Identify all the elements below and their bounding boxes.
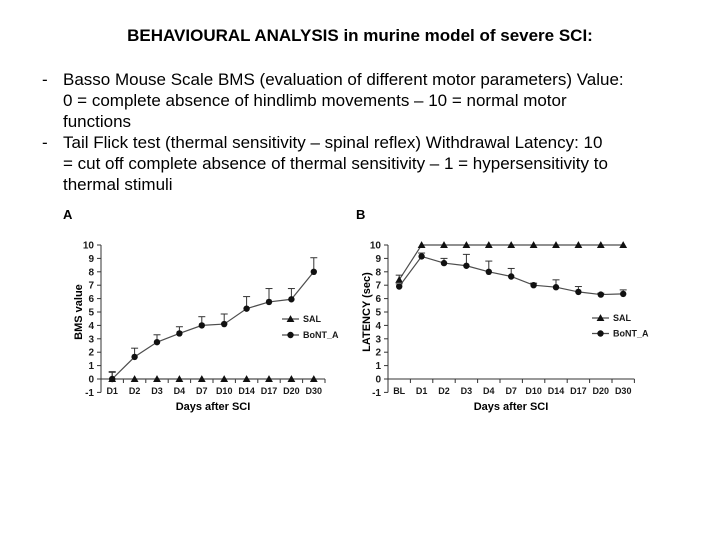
svg-text:6: 6 (88, 294, 94, 305)
svg-text:D10: D10 (525, 386, 542, 396)
chart-b-panel-label: B (356, 207, 366, 222)
svg-text:2: 2 (88, 348, 94, 359)
bullet-line: = cut off complete absence of thermal se… (63, 154, 608, 173)
bullet-item: - Tail Flick test (thermal sensitivity – … (42, 132, 712, 195)
chart-a-panel-label: A (63, 207, 73, 222)
svg-text:D20: D20 (593, 386, 610, 396)
svg-text:D4: D4 (174, 386, 186, 396)
chart-a-x-axis-label: Days after SCI (175, 401, 251, 413)
legend-item-SAL: SAL (592, 313, 632, 323)
svg-text:9: 9 (375, 254, 381, 265)
svg-text:D7: D7 (196, 386, 208, 396)
series-BoNT_A (395, 252, 627, 298)
svg-text:D30: D30 (615, 386, 632, 396)
bullet-line: functions (63, 112, 132, 131)
svg-text:7: 7 (375, 281, 381, 292)
svg-text:0: 0 (88, 375, 94, 386)
svg-text:4: 4 (375, 321, 381, 332)
svg-text:SAL: SAL (613, 313, 632, 323)
svg-text:D2: D2 (438, 386, 450, 396)
axes (384, 244, 635, 393)
legend-item-BoNT_A: BoNT_A (592, 329, 649, 339)
svg-text:5: 5 (88, 308, 94, 319)
svg-text:SAL: SAL (303, 314, 322, 324)
svg-text:D3: D3 (151, 386, 163, 396)
svg-text:6: 6 (375, 294, 381, 305)
svg-text:4: 4 (88, 321, 94, 332)
svg-text:BL: BL (393, 386, 405, 396)
svg-text:D10: D10 (216, 386, 233, 396)
svg-text:D2: D2 (129, 386, 141, 396)
svg-text:D4: D4 (483, 386, 495, 396)
bullet-list: - Basso Mouse Scale BMS (evaluation of di… (42, 69, 712, 195)
svg-text:8: 8 (375, 267, 381, 278)
bullet-line: 0 = complete absence of hindlimb movemen… (63, 91, 567, 110)
chart-b-y-axis-label: LATENCY (sec) (361, 272, 373, 352)
svg-text:1: 1 (88, 361, 94, 372)
svg-text:D14: D14 (548, 386, 565, 396)
series-BoNT_A (108, 257, 318, 383)
bullet-line: Basso Mouse Scale BMS (evaluation of dif… (63, 70, 624, 89)
svg-text:9: 9 (88, 254, 94, 265)
bullet-marker: - (42, 70, 48, 89)
svg-text:D14: D14 (238, 386, 255, 396)
svg-text:D7: D7 (505, 386, 517, 396)
bullet-item: - Basso Mouse Scale BMS (evaluation of di… (42, 69, 712, 132)
svg-text:D1: D1 (416, 386, 428, 396)
svg-text:7: 7 (88, 281, 94, 292)
chart-a-y-axis-label: BMS value (73, 284, 85, 340)
legend-item-BoNT_A: BoNT_A (282, 330, 339, 340)
svg-text:-1: -1 (372, 388, 381, 399)
svg-text:0: 0 (375, 375, 381, 386)
svg-text:BoNT_A: BoNT_A (303, 330, 339, 340)
svg-text:1: 1 (375, 361, 381, 372)
bullet-marker: - (42, 133, 48, 152)
bullet-line: Tail Flick test (thermal sensitivity – s… (63, 133, 603, 152)
svg-text:BoNT_A: BoNT_A (613, 329, 649, 339)
svg-text:D30: D30 (306, 386, 323, 396)
svg-text:D17: D17 (261, 386, 278, 396)
svg-text:D20: D20 (283, 386, 300, 396)
chart-b-x-axis-label: Days after SCI (473, 401, 549, 413)
bullet-line: thermal stimuli (63, 175, 173, 194)
svg-text:D17: D17 (570, 386, 587, 396)
svg-text:3: 3 (88, 334, 94, 345)
slide-title: BEHAVIOURAL ANALYSIS in murine model of … (127, 26, 593, 45)
svg-text:3: 3 (375, 334, 381, 345)
svg-text:D1: D1 (106, 386, 118, 396)
svg-text:8: 8 (88, 267, 94, 278)
svg-text:10: 10 (370, 241, 382, 252)
svg-text:10: 10 (83, 241, 95, 252)
legend-item-SAL: SAL (282, 314, 322, 324)
series-SAL (395, 241, 628, 283)
svg-text:-1: -1 (85, 388, 94, 399)
svg-text:D3: D3 (461, 386, 473, 396)
svg-text:2: 2 (375, 348, 381, 359)
svg-text:5: 5 (375, 308, 381, 319)
